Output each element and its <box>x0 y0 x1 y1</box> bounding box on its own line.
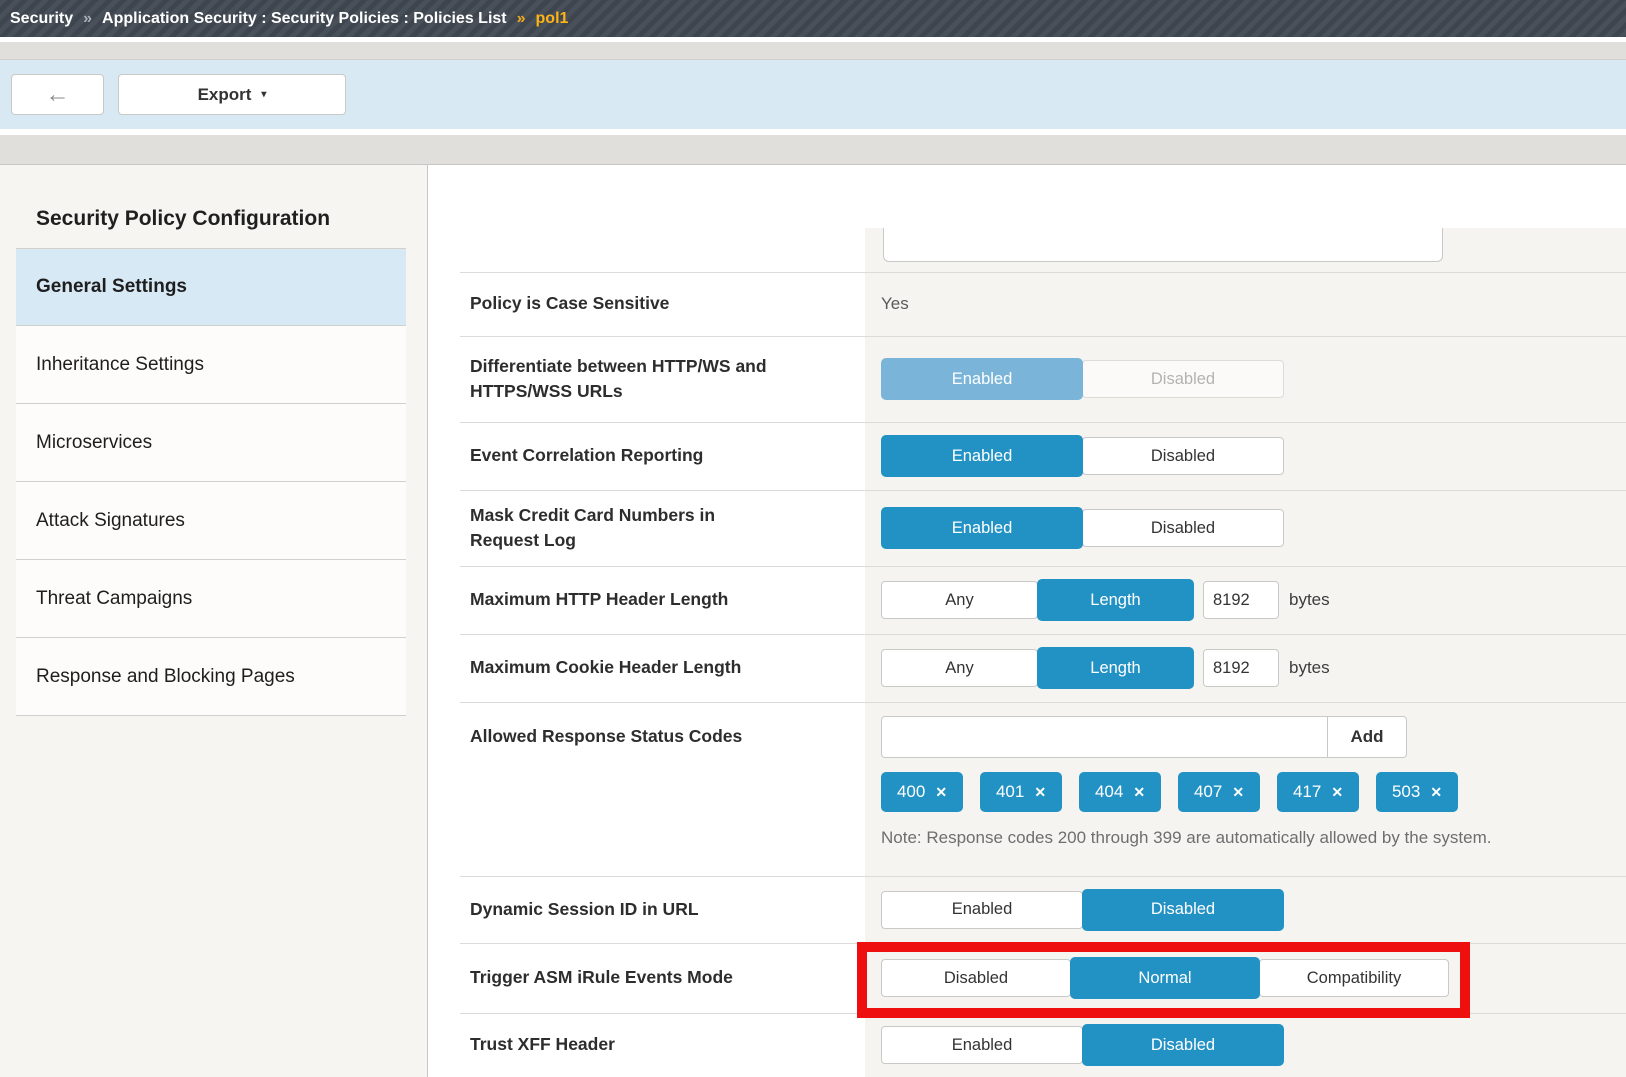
chip-value: 503 <box>1391 782 1421 801</box>
case-sensitive-value: Yes <box>881 294 909 313</box>
trigger-irule-compatibility-button[interactable]: Compatibility <box>1259 959 1449 997</box>
sidebar-item-label: Microservices <box>36 431 153 453</box>
sidebar: Security Policy Configuration General Se… <box>0 165 428 1077</box>
setting-label: Policy is Case Sensitive <box>470 293 670 314</box>
setting-row-max-cookie-header: Maximum Cookie Header Length Any Length … <box>428 634 1626 702</box>
max-http-length-button[interactable]: Length <box>1037 579 1194 621</box>
sidebar-menu: General Settings Inheritance Settings Mi… <box>16 248 406 716</box>
divider-band <box>0 37 1626 42</box>
chip-value: 401 <box>995 782 1025 801</box>
setting-row-trigger-irule-events: Trigger ASM iRule Events Mode Disabled N… <box>428 943 1626 1013</box>
max-cookie-any-button[interactable]: Any <box>881 649 1038 687</box>
status-code-chip-503[interactable]: 503 ✕ <box>1376 772 1458 812</box>
setting-label: Mask Credit Card Numbers in Request Log <box>470 504 716 550</box>
status-code-chip-407[interactable]: 407 ✕ <box>1178 772 1260 812</box>
status-code-input[interactable] <box>881 716 1328 758</box>
max-http-unit-label: bytes <box>1289 590 1330 609</box>
status-code-chip-417[interactable]: 417 ✕ <box>1277 772 1359 812</box>
mask-cc-enabled-button[interactable]: Enabled <box>881 507 1083 549</box>
sidebar-item-label: General Settings <box>36 276 187 297</box>
divider-band <box>0 135 1626 165</box>
sidebar-item-label: Threat Campaigns <box>36 587 193 609</box>
chip-value: 404 <box>1094 782 1124 801</box>
trigger-irule-normal-button[interactable]: Normal <box>1070 957 1260 999</box>
max-cookie-length-button[interactable]: Length <box>1037 647 1194 689</box>
breadcrumb-section[interactable]: Security <box>10 9 74 27</box>
remove-icon[interactable]: ✕ <box>1430 783 1443 800</box>
trigger-irule-disabled-button[interactable]: Disabled <box>881 959 1071 997</box>
status-code-chip-404[interactable]: 404 ✕ <box>1079 772 1161 812</box>
sidebar-item-general-settings[interactable]: General Settings <box>16 248 406 326</box>
chip-value: 407 <box>1193 782 1223 801</box>
setting-row-differentiate-urls: Differentiate between HTTP/WS and HTTPS/… <box>428 336 1626 422</box>
export-button[interactable]: Export ▾ <box>118 74 346 115</box>
setting-label: Allowed Response Status Codes <box>470 726 743 746</box>
breadcrumb: Security » Application Security : Securi… <box>0 0 1626 37</box>
setting-row-event-correlation: Event Correlation Reporting Enabled Disa… <box>428 422 1626 490</box>
breadcrumb-separator-icon: » <box>83 9 93 27</box>
divider-band <box>0 42 1626 60</box>
setting-label: Trust XFF Header <box>470 1034 615 1055</box>
status-code-chip-400[interactable]: 400 ✕ <box>881 772 963 812</box>
chip-value: 417 <box>1292 782 1322 801</box>
sidebar-item-label: Attack Signatures <box>36 509 185 531</box>
max-cookie-length-input[interactable] <box>1203 649 1279 687</box>
remove-icon[interactable]: ✕ <box>1232 783 1245 800</box>
setting-label: Maximum Cookie Header Length <box>470 657 742 678</box>
remove-icon[interactable]: ✕ <box>935 783 948 800</box>
dynamic-session-enabled-button[interactable]: Enabled <box>881 890 1083 929</box>
export-button-label: Export <box>197 84 252 104</box>
setting-row-mask-credit-card: Mask Credit Card Numbers in Request Log … <box>428 490 1626 566</box>
differentiate-enabled-button[interactable]: Enabled <box>881 358 1083 400</box>
status-code-chip-401[interactable]: 401 ✕ <box>980 772 1062 812</box>
toolbar: ← Export ▾ <box>0 60 1626 129</box>
event-correlation-enabled-button[interactable]: Enabled <box>881 435 1083 477</box>
differentiate-disabled-button[interactable]: Disabled <box>1082 360 1284 398</box>
mask-cc-disabled-button[interactable]: Disabled <box>1082 509 1284 547</box>
clipped-input[interactable] <box>883 228 1443 262</box>
remove-icon[interactable]: ✕ <box>1331 783 1344 800</box>
remove-icon[interactable]: ✕ <box>1034 783 1047 800</box>
setting-row-trust-xff: Trust XFF Header Enabled Disabled <box>428 1013 1626 1077</box>
max-http-any-button[interactable]: Any <box>881 581 1038 619</box>
sidebar-item-attack-signatures[interactable]: Attack Signatures <box>16 482 406 560</box>
sidebar-item-label: Response and Blocking Pages <box>36 665 295 687</box>
sidebar-item-microservices[interactable]: Microservices <box>16 404 406 482</box>
setting-label: Trigger ASM iRule Events Mode <box>470 967 733 988</box>
settings-panel: Policy is Case Sensitive Yes Differentia… <box>428 165 1626 1077</box>
setting-row-dynamic-session-id: Dynamic Session ID in URL Enabled Disabl… <box>428 876 1626 943</box>
sidebar-item-response-blocking-pages[interactable]: Response and Blocking Pages <box>16 638 406 716</box>
add-status-code-button[interactable]: Add <box>1327 716 1407 758</box>
setting-label: Event Correlation Reporting <box>470 445 704 466</box>
chip-value: 400 <box>896 782 926 801</box>
sidebar-item-threat-campaigns[interactable]: Threat Campaigns <box>16 560 406 638</box>
max-http-length-input[interactable] <box>1203 581 1279 619</box>
breadcrumb-separator-icon: » <box>516 9 526 27</box>
setting-label: Dynamic Session ID in URL <box>470 898 699 919</box>
setting-label: Maximum HTTP Header Length <box>470 589 729 610</box>
sidebar-title: Security Policy Configuration <box>36 207 331 230</box>
caret-down-icon: ▾ <box>261 89 267 100</box>
setting-row-max-http-header: Maximum HTTP Header Length Any Length by… <box>428 566 1626 634</box>
trust-xff-disabled-button[interactable]: Disabled <box>1082 1024 1284 1066</box>
back-arrow-icon: ← <box>45 80 70 108</box>
status-code-chip-list: 400 ✕ 401 ✕ 404 ✕ 407 ✕ <box>881 772 1458 812</box>
max-cookie-unit-label: bytes <box>1289 658 1330 677</box>
breadcrumb-current-policy[interactable]: pol1 <box>535 9 569 27</box>
event-correlation-disabled-button[interactable]: Disabled <box>1082 437 1284 475</box>
sidebar-item-label: Inheritance Settings <box>36 353 204 375</box>
status-codes-note: Note: Response codes 200 through 399 are… <box>881 828 1492 847</box>
setting-row-case-sensitive: Policy is Case Sensitive Yes <box>428 272 1626 336</box>
remove-icon[interactable]: ✕ <box>1133 783 1146 800</box>
dynamic-session-disabled-button[interactable]: Disabled <box>1082 888 1284 931</box>
setting-label: Differentiate between HTTP/WS and HTTPS/… <box>470 355 767 401</box>
trust-xff-enabled-button[interactable]: Enabled <box>881 1026 1083 1064</box>
sidebar-item-inheritance-settings[interactable]: Inheritance Settings <box>16 326 406 404</box>
divider-band <box>0 129 1626 135</box>
back-button[interactable]: ← <box>11 74 104 115</box>
setting-row-allowed-status-codes: Allowed Response Status Codes Add 400 ✕ … <box>428 702 1626 876</box>
breadcrumb-path[interactable]: Application Security : Security Policies… <box>102 9 507 27</box>
